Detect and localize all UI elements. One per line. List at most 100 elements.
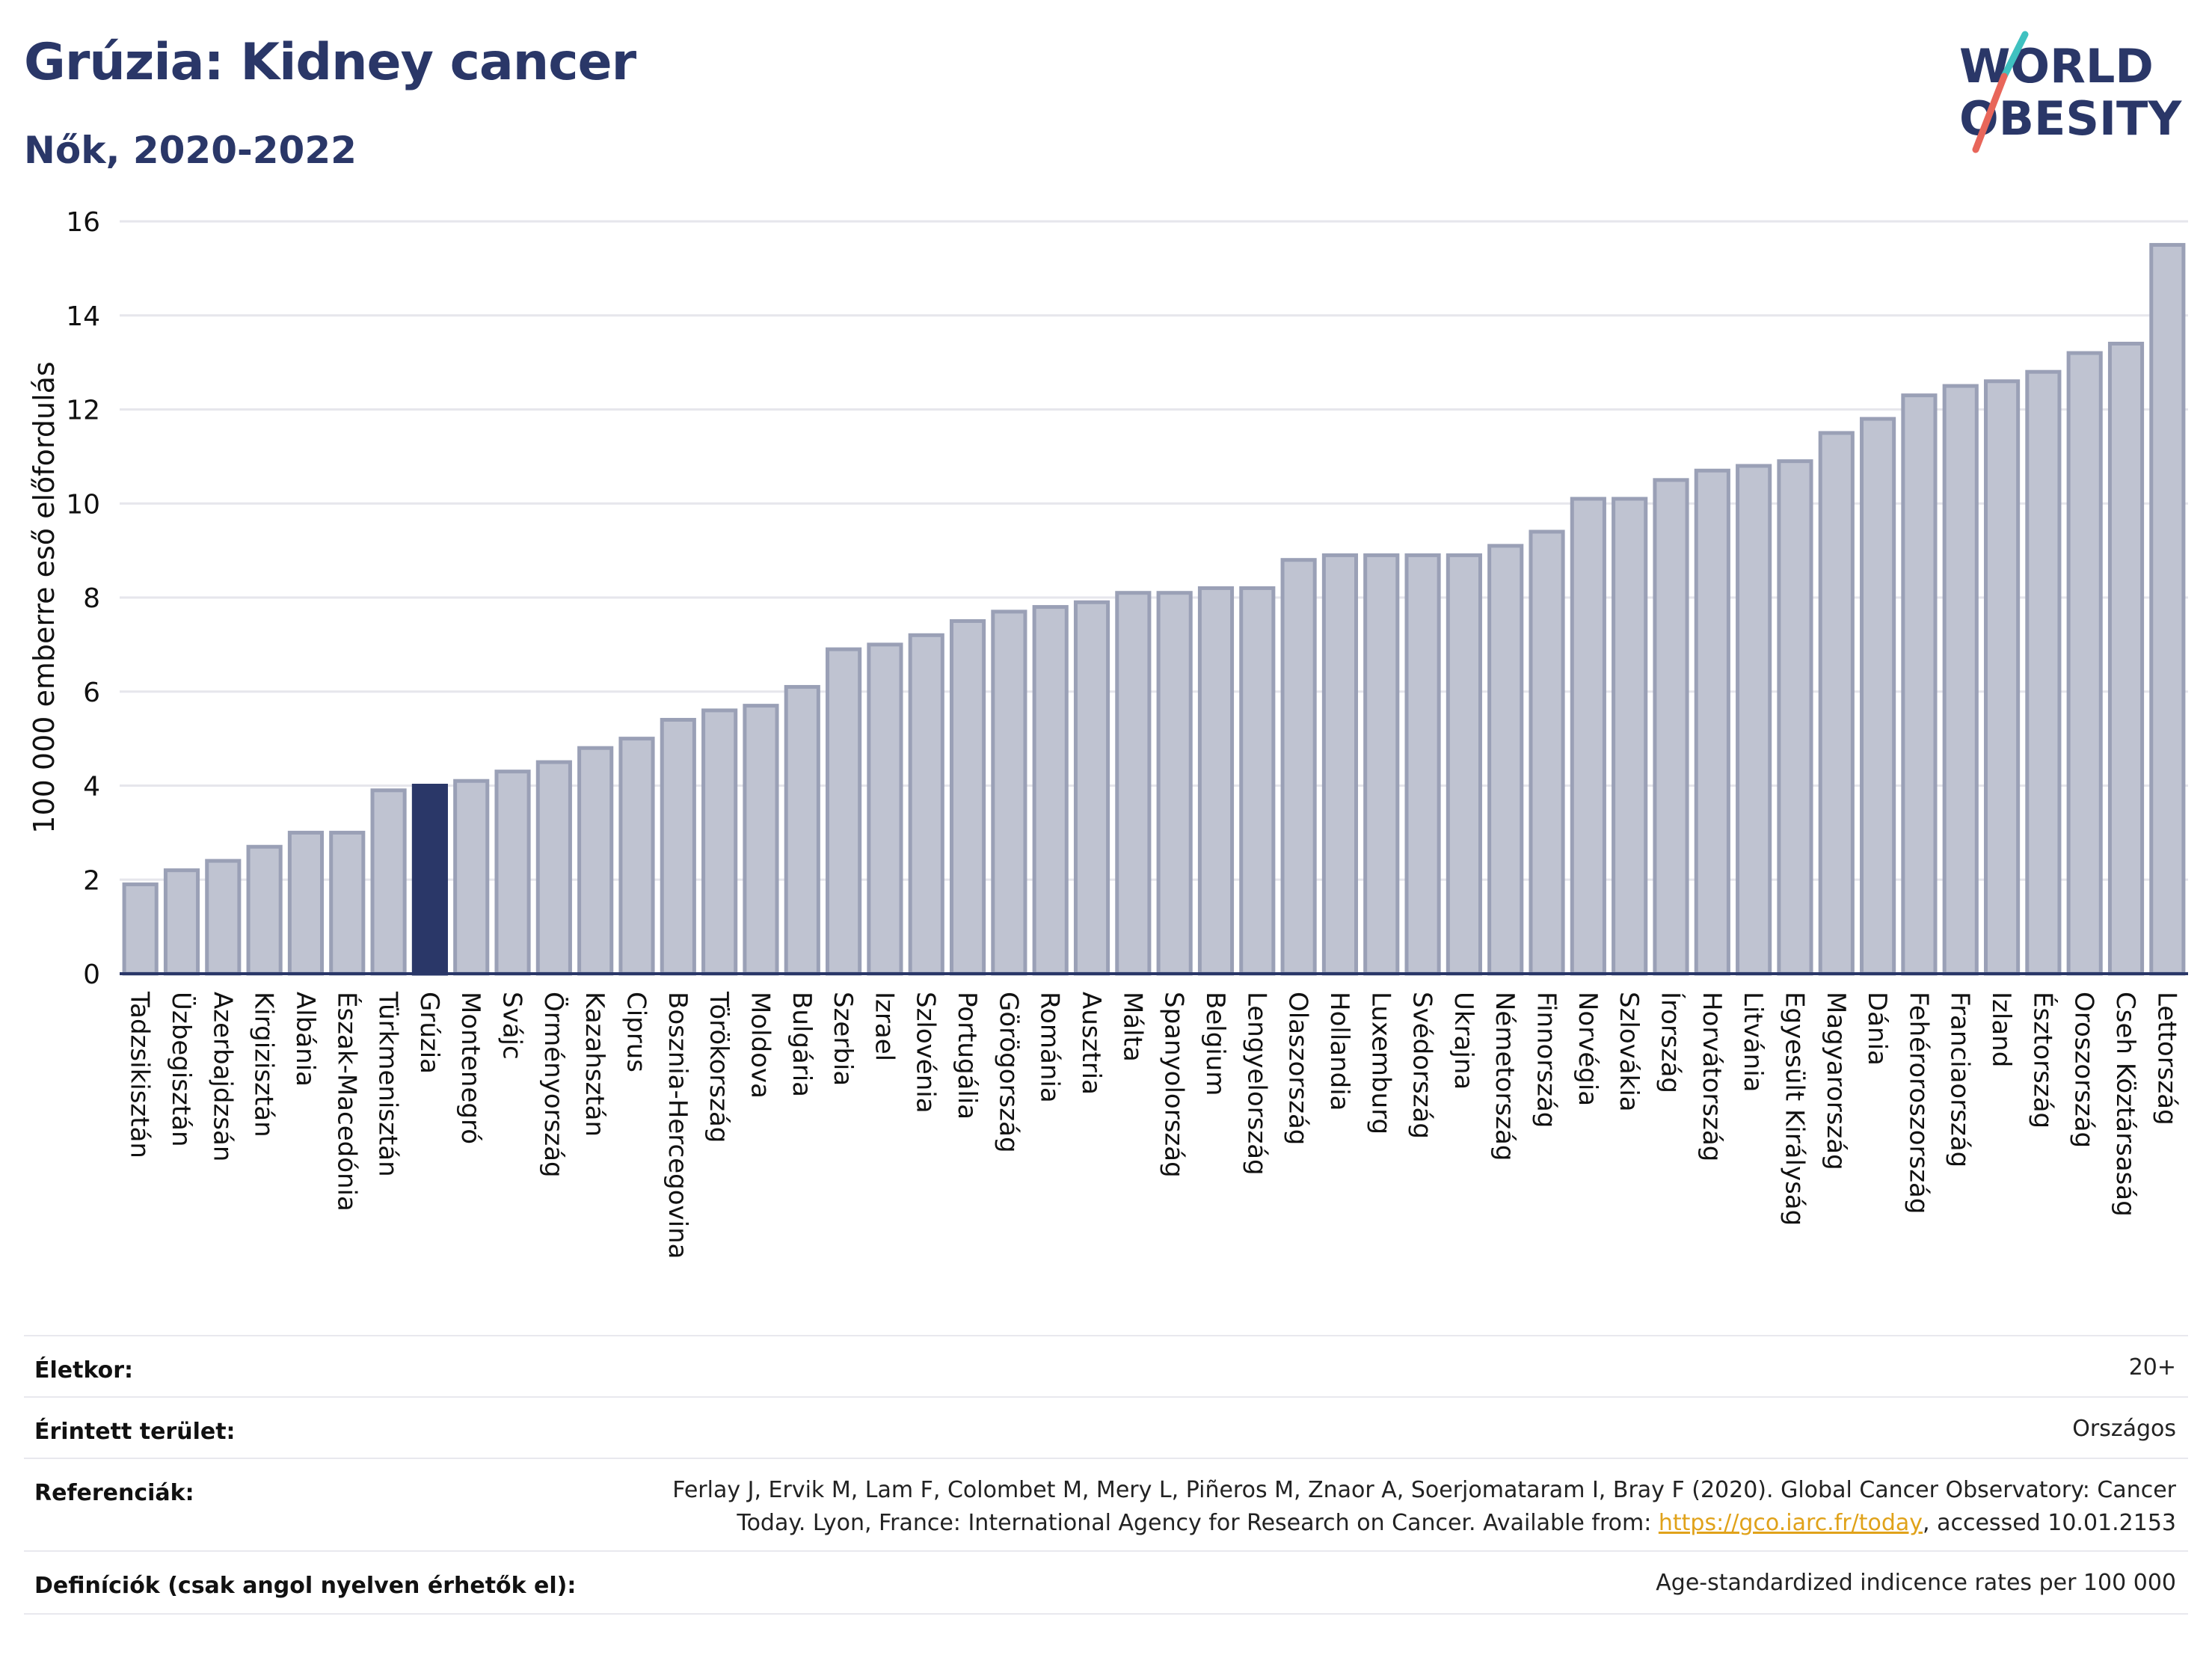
bar — [2149, 242, 2186, 976]
x-tick-label: Belgium — [1200, 992, 1230, 1096]
bar — [743, 704, 779, 976]
bar — [660, 717, 696, 976]
bar — [287, 830, 325, 976]
x-tick-label: Tadzsikisztán — [125, 991, 155, 1158]
age-value: 20+ — [2128, 1354, 2176, 1381]
x-tick-label: Cseh Köztársaság — [2110, 992, 2140, 1217]
bar — [1197, 586, 1235, 976]
references-value: Ferlay J, Ervik M, Lam F, Colombet M, Me… — [672, 1474, 2176, 1540]
bar — [370, 788, 407, 976]
bar — [494, 770, 531, 976]
x-tick-label: Szerbia — [828, 992, 858, 1086]
x-tick-label: Portugália — [952, 992, 982, 1120]
meta-row-age: Életkor: 20+ — [24, 1335, 2188, 1398]
x-tick-label: Észak-Macedónia — [331, 992, 362, 1212]
x-tick-label: Franciaország — [1945, 992, 1975, 1167]
bar — [411, 784, 448, 976]
x-tick-label: Bulgária — [787, 992, 817, 1097]
age-label: Életkor: — [34, 1357, 134, 1384]
bar — [2107, 341, 2145, 976]
y-tick-label: 0 — [83, 959, 100, 990]
bar — [1860, 417, 1896, 976]
bar — [1818, 431, 1855, 976]
bar — [246, 844, 283, 976]
y-tick-label: 14 — [66, 301, 100, 332]
y-tick-label: 4 — [83, 772, 100, 802]
bar — [784, 684, 820, 976]
bar — [1653, 478, 1689, 976]
chart-subtitle: Nők, 2020-2022 — [24, 129, 357, 172]
bar — [1404, 553, 1441, 976]
bar — [1983, 379, 2021, 976]
reference-accessed: , accessed 10.01.2153 — [1923, 1510, 2176, 1536]
reference-line-2: Today. Lyon, France: International Agenc… — [672, 1507, 2176, 1540]
x-tick-label: Montenegró — [455, 992, 485, 1144]
x-tick-label: Románia — [1035, 992, 1065, 1103]
y-tick-label: 6 — [83, 678, 100, 708]
y-tick-label: 10 — [66, 489, 100, 520]
bar — [2066, 351, 2103, 976]
reference-line-2-text: Today. Lyon, France: International Agenc… — [737, 1510, 1659, 1536]
x-tick-label: Izrael — [869, 992, 899, 1061]
x-tick-label: Fehéroroszország — [1903, 992, 1933, 1214]
x-tick-label: Moldova — [745, 992, 775, 1099]
bar-chart: 0 2 4 6 8 10 12 14 16 100 000 emberre eső előford… — [28, 207, 2188, 1259]
x-tick-label: Szlovénia — [911, 992, 941, 1114]
x-tick-label: Albánia — [290, 992, 320, 1087]
logo-line1: WORLD — [1959, 39, 2154, 93]
x-tick-label: Grúzia — [414, 992, 444, 1074]
bar — [163, 868, 200, 976]
bar — [1736, 464, 1772, 976]
bar — [1529, 529, 1565, 976]
bar — [1942, 384, 1979, 976]
reference-line-1: Ferlay J, Ervik M, Lam F, Colombet M, Me… — [672, 1477, 2176, 1503]
bar — [2025, 369, 2062, 976]
x-tick-label: Németország — [1490, 992, 1520, 1161]
bar — [205, 859, 242, 976]
x-tick-label: Írország — [1656, 992, 1686, 1093]
bar — [1321, 553, 1359, 976]
x-tick-label: Norvégia — [1573, 992, 1603, 1106]
x-tick-label: Magyarország — [1821, 992, 1851, 1170]
meta-row-references: Referenciák: Ferlay J, Ervik M, Lam F, C… — [24, 1458, 2188, 1552]
x-tick-label: Finnország — [1531, 992, 1561, 1128]
bar — [122, 882, 159, 976]
x-tick-label: Litvánia — [1738, 992, 1768, 1093]
x-tick-label: Ciprus — [621, 992, 651, 1072]
bar — [1239, 586, 1276, 976]
x-tick-label: Luxemburg — [1365, 992, 1395, 1134]
x-tick-label: Horvátország — [1697, 992, 1727, 1161]
meta-row-definitions: Definíciók (csak angol nyelven érhetők e… — [24, 1550, 2188, 1615]
x-tick-label: Azerbajdzsán — [207, 992, 237, 1161]
area-value: Országos — [2072, 1416, 2176, 1442]
x-tick-label: Észtország — [2027, 992, 2058, 1129]
bar — [1901, 393, 1938, 976]
bar — [1073, 600, 1110, 976]
bar — [701, 708, 738, 976]
x-tick-label: Ukrajna — [1448, 992, 1478, 1090]
x-tick-label: Oroszország — [2069, 992, 2099, 1148]
x-tick-label: Üzbegisztán — [166, 992, 197, 1147]
references-label: Referenciák: — [34, 1480, 194, 1506]
definitions-label: Definíciók (csak angol nyelven érhetők e… — [34, 1573, 577, 1599]
bar — [826, 647, 862, 976]
bar — [1487, 544, 1524, 976]
x-tick-label: Olaszország — [1283, 992, 1313, 1145]
reference-link[interactable]: https://gco.iarc.fr/today — [1658, 1510, 1923, 1536]
world-obesity-logo: WORLD OBESITY — [1959, 31, 2182, 153]
bar — [535, 760, 572, 976]
bar — [1280, 558, 1317, 976]
bar — [1156, 591, 1193, 976]
y-tick-label: 16 — [66, 207, 100, 238]
x-tick-label: Kirgizisztán — [249, 992, 279, 1137]
definitions-value: Age-standardized indicence rates per 100… — [1656, 1570, 2176, 1596]
x-tick-label: Izland — [1986, 992, 2016, 1067]
bar — [1612, 497, 1648, 976]
x-tick-label: Türkmenisztán — [373, 991, 403, 1177]
bar — [991, 610, 1027, 976]
bar — [1777, 459, 1813, 976]
x-tick-label: Spanyolország — [1159, 992, 1189, 1178]
area-label: Érintett terület: — [34, 1419, 236, 1445]
x-tick-label: Dánia — [1862, 992, 1892, 1066]
x-tick-label: Kazahsztán — [580, 992, 609, 1137]
